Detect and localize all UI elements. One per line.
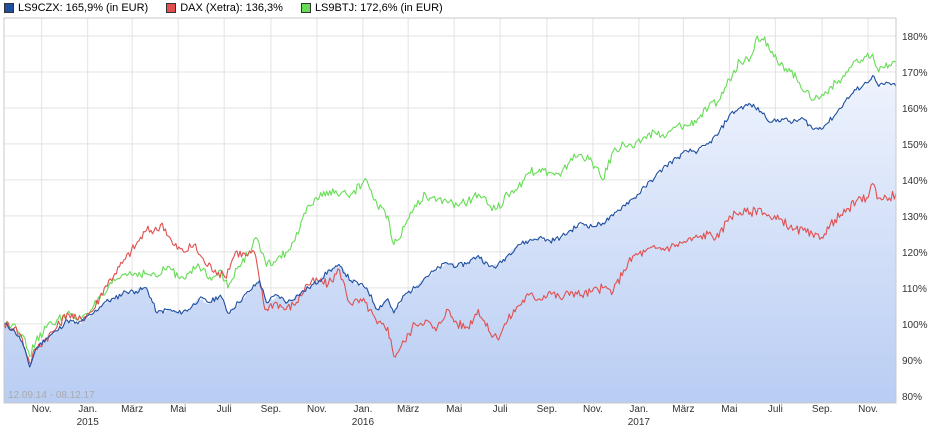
series-line-2 xyxy=(3,35,897,357)
legend-item-dax[interactable]: DAX (Xetra): 136,3% xyxy=(166,2,283,14)
x-tick-label: Sep. xyxy=(261,404,282,415)
chart-legend: LS9CZX: 165,9% (in EUR) DAX (Xetra): 136… xyxy=(4,1,461,15)
x-tick-year: 2016 xyxy=(352,417,375,428)
plot-frame xyxy=(3,17,897,404)
series-line-0 xyxy=(3,75,897,368)
x-tick-label: Mai xyxy=(170,404,186,415)
x-tick-label: Juli xyxy=(768,404,783,415)
y-tick-label: 80% xyxy=(902,392,922,403)
area-fill xyxy=(4,75,896,403)
y-tick-label: 160% xyxy=(902,104,928,115)
x-tick-label: Nov. xyxy=(583,404,603,415)
y-tick-label: 110% xyxy=(902,284,927,295)
x-tick-year: 2015 xyxy=(77,417,100,428)
x-tick-label: Nov. xyxy=(307,404,327,415)
date-range-label: 12.09.14 - 08.12.17 xyxy=(8,390,95,401)
y-tick-label: 130% xyxy=(902,212,928,223)
y-tick-label: 120% xyxy=(902,248,928,259)
y-tick-label: 140% xyxy=(902,176,928,187)
y-axis-ticks: 80% 90% 100% 110% 120% 130% 140% 150% 160% 170% 18… xyxy=(902,32,928,403)
series-line-1 xyxy=(3,182,897,364)
series-lines xyxy=(3,35,897,368)
x-tick-label: Mai xyxy=(721,404,737,415)
x-tick-label: Mai xyxy=(446,404,462,415)
x-tick-label: Jan. xyxy=(629,404,648,415)
legend-item-ls9czx[interactable]: LS9CZX: 165,9% (in EUR) xyxy=(4,2,148,14)
x-tick-label: Nov. xyxy=(858,404,878,415)
legend-label-dax: DAX (Xetra): 136,3% xyxy=(180,2,283,14)
x-axis-ticks: Nov. Jan. 2015 März Mai Juli Sep. Nov. Jan. 2016 M… xyxy=(32,404,878,428)
legend-swatch-dax xyxy=(166,3,177,13)
y-tick-label: 90% xyxy=(902,356,922,367)
x-tick-label: Juli xyxy=(217,404,232,415)
series-area-0 xyxy=(4,75,896,403)
x-tick-label: Juli xyxy=(493,404,508,415)
legend-swatch-ls9btj xyxy=(300,3,311,13)
legend-item-ls9btj[interactable]: LS9BTJ: 172,6% (in EUR) xyxy=(300,2,443,14)
x-tick-label: Nov. xyxy=(32,404,52,415)
x-tick-label: Jan. xyxy=(353,404,372,415)
legend-swatch-ls9czx xyxy=(4,3,14,13)
x-tick-label: Sep. xyxy=(537,404,558,415)
x-tick-label: Sep. xyxy=(812,404,833,415)
y-tick-label: 180% xyxy=(902,32,928,43)
x-tick-label: März xyxy=(121,404,143,415)
y-tick-label: 100% xyxy=(902,320,928,331)
x-tick-label: März xyxy=(672,404,694,415)
y-tick-label: 170% xyxy=(902,68,928,79)
legend-label-ls9btj: LS9BTJ: 172,6% (in EUR) xyxy=(314,2,443,14)
legend-label-ls9czx: LS9CZX: 165,9% (in EUR) xyxy=(18,2,149,14)
y-tick-label: 150% xyxy=(902,140,928,151)
x-tick-label: März xyxy=(397,404,419,415)
x-tick-year: 2017 xyxy=(628,417,651,428)
x-tick-label: Jan. xyxy=(78,404,97,415)
